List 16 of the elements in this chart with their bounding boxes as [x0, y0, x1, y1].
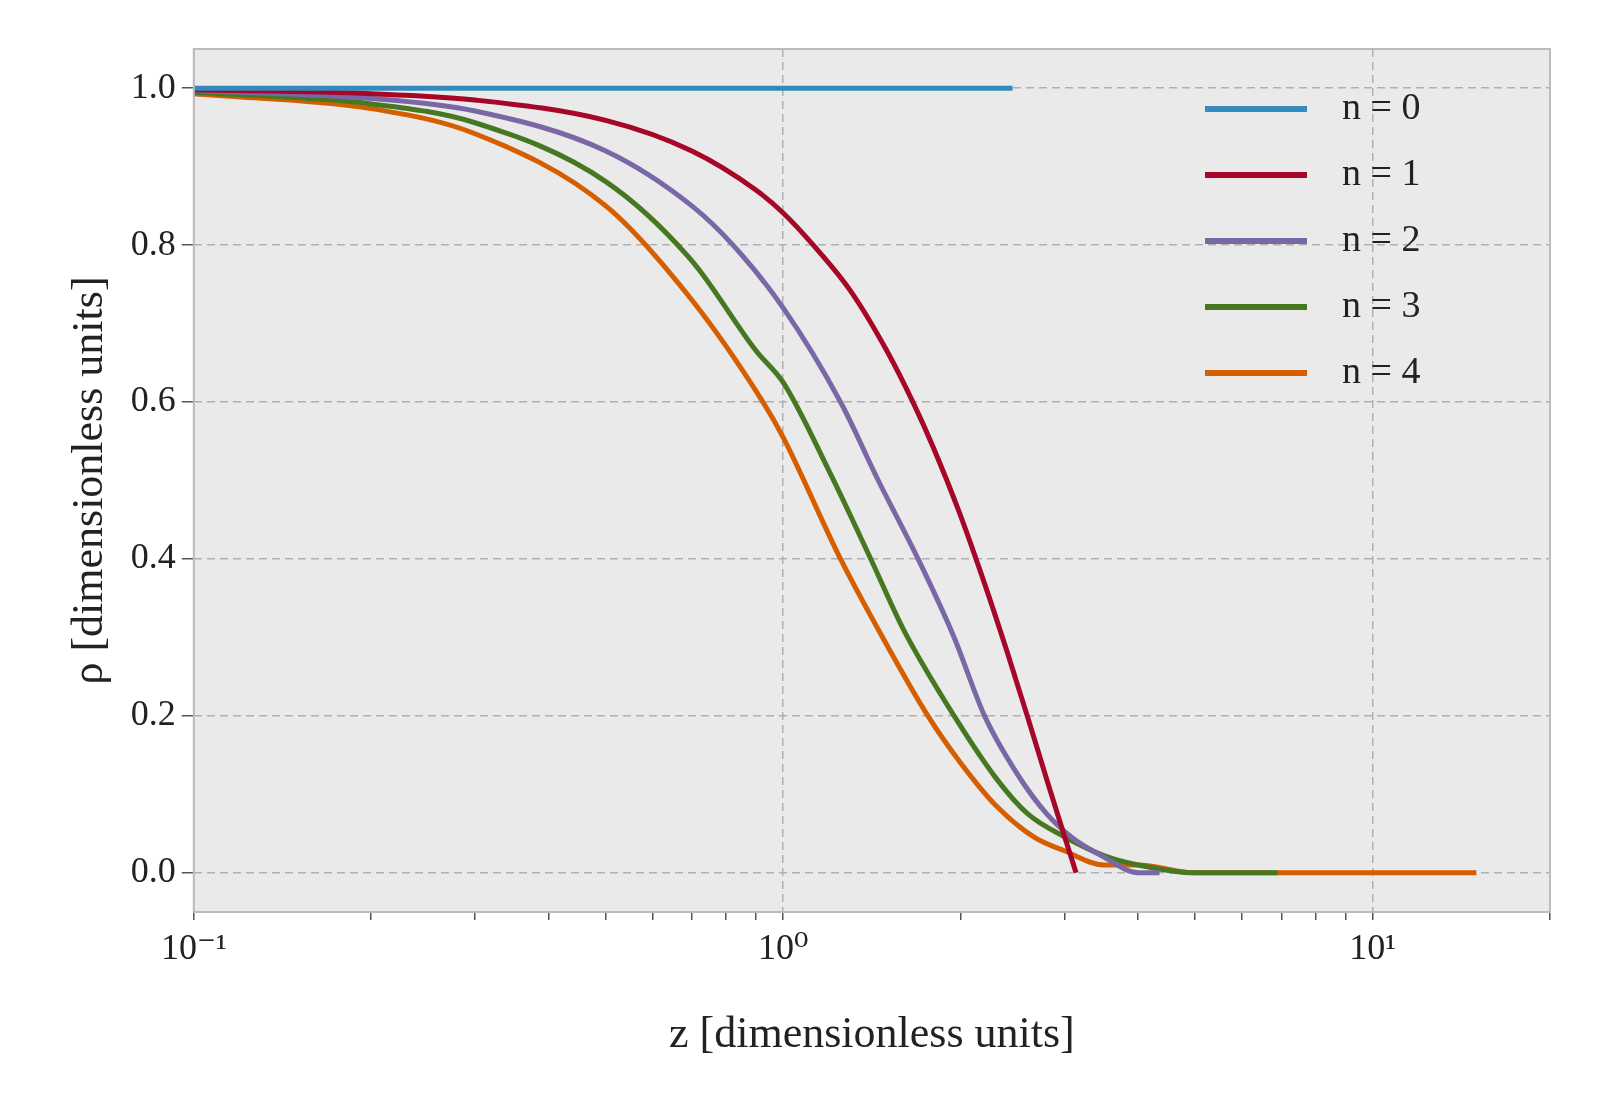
x-tick-label: 10⁰ — [757, 927, 809, 968]
y-axis-title: ρ [dimensionless units] — [62, 276, 112, 685]
x-tick-label: 10¹ — [1349, 927, 1396, 968]
legend-label: n = 2 — [1342, 216, 1421, 259]
y-tick-label: 0.6 — [130, 379, 176, 420]
legend-label: n = 0 — [1342, 84, 1421, 127]
y-tick-label: 0.0 — [130, 850, 176, 891]
legend-label: n = 4 — [1342, 348, 1421, 391]
y-tick-label: 0.4 — [130, 536, 176, 577]
x-axis-title: z [dimensionless units] — [669, 1008, 1075, 1058]
legend-label: n = 1 — [1342, 150, 1421, 193]
y-tick-label: 1.0 — [130, 65, 176, 106]
y-tick-label: 0.2 — [130, 693, 176, 734]
legend-label: n = 3 — [1342, 282, 1421, 325]
x-tick-label: 10⁻¹ — [160, 927, 227, 968]
y-tick-label: 0.8 — [130, 222, 176, 263]
